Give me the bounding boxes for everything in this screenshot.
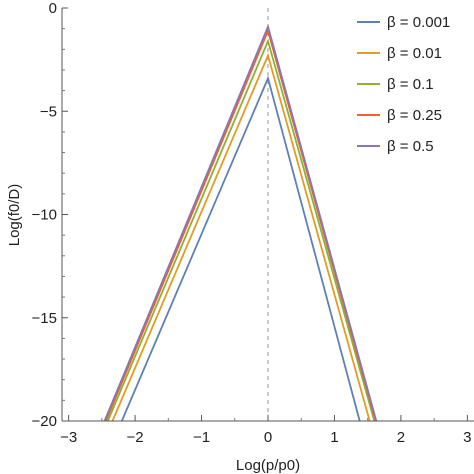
y-axis-label: Log(f0/D)	[6, 184, 23, 247]
legend-entry: β = 0.5	[387, 138, 434, 155]
x-axis-label: Log(p/p0)	[236, 457, 300, 474]
legend-entry: β = 0.1	[387, 76, 434, 93]
series-line	[107, 38, 376, 421]
x-tick-label: −3	[60, 429, 77, 446]
legend-entry: β = 0.001	[387, 14, 450, 31]
series-line	[111, 52, 371, 421]
x-tick-label: 2	[397, 429, 405, 446]
series-layer	[103, 8, 378, 421]
y-tick-label: −10	[32, 207, 57, 224]
series-line	[120, 75, 361, 421]
ticks-layer: −3 −2 −1 0 1 2 30−5−10−15−20	[32, 0, 472, 446]
legend: β = 0.001 β = 0.01 β = 0.1 β = 0.25 β = 0.5	[357, 14, 450, 155]
x-tick-label: 1	[330, 429, 338, 446]
x-tick-label: −2	[127, 429, 144, 446]
x-tick-label: −1	[193, 429, 210, 446]
y-tick-label: −5	[40, 103, 57, 120]
x-tick-label: 0	[264, 429, 272, 446]
y-tick-label: −15	[32, 310, 57, 327]
x-tick-label: 3	[463, 429, 471, 446]
legend-entry: β = 0.01	[387, 45, 442, 62]
legend-entry: β = 0.25	[387, 107, 442, 124]
y-tick-label: 0	[49, 0, 57, 17]
y-tick-label: −20	[32, 413, 57, 430]
axes-layer	[61, 8, 474, 422]
series-line	[103, 23, 378, 421]
